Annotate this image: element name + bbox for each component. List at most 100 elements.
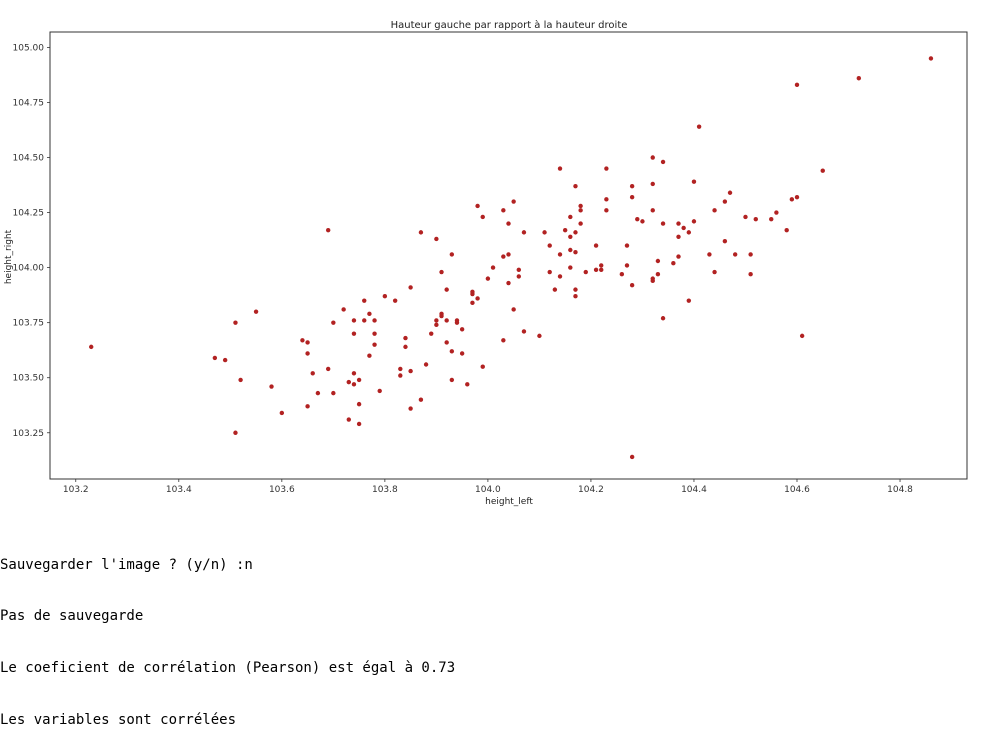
data-points: [89, 56, 934, 460]
data-point: [640, 219, 645, 224]
data-point: [485, 276, 491, 281]
data-point: [269, 384, 274, 389]
data-point: [542, 230, 547, 235]
data-point: [568, 214, 573, 220]
data-point: [516, 267, 522, 273]
data-point: [593, 243, 599, 248]
data-point: [557, 252, 563, 257]
scatter-chart: Hauteur gauche par rapport à la hauteur …: [4, 19, 968, 507]
data-point: [686, 230, 692, 235]
data-point: [624, 243, 630, 248]
x-tick-label: 103.2: [63, 485, 89, 495]
data-point: [506, 221, 511, 226]
data-point: [635, 216, 640, 222]
data-point: [604, 197, 609, 202]
x-tick-label: 103.8: [372, 485, 398, 495]
data-point: [769, 216, 774, 222]
x-axis-ticks: 103.2 103.4 103.6 103.8 104.0 104.2 104.4 104.6…: [63, 479, 913, 495]
data-point: [573, 287, 578, 292]
data-point: [604, 166, 609, 171]
y-axis-ticks: 103.25 103.50 103.75 104.00 104.25 104.50 104.…: [13, 43, 50, 439]
data-point: [573, 294, 578, 299]
data-point: [856, 76, 862, 81]
data-point: [743, 214, 748, 220]
data-point: [398, 366, 403, 372]
data-point: [434, 322, 439, 328]
x-tick-label: 104.8: [887, 485, 913, 495]
data-point: [449, 349, 455, 354]
data-point: [629, 194, 635, 200]
data-point: [660, 159, 666, 165]
data-point: [362, 318, 367, 323]
data-point: [305, 351, 310, 356]
data-point: [501, 254, 506, 259]
data-point: [671, 261, 676, 266]
data-point: [774, 210, 779, 215]
data-point: [325, 366, 331, 372]
data-point: [547, 269, 552, 275]
data-point: [573, 249, 578, 255]
data-point: [367, 311, 372, 317]
plot-area: [49, 31, 968, 480]
data-point: [305, 404, 310, 409]
data-point: [459, 327, 465, 332]
data-point: [568, 247, 573, 253]
data-point: [454, 320, 460, 325]
data-point: [681, 225, 686, 231]
data-point: [459, 351, 465, 356]
data-point: [351, 382, 357, 387]
data-point: [346, 379, 351, 385]
data-point: [748, 272, 753, 277]
data-point: [362, 298, 367, 303]
data-point: [629, 454, 635, 460]
data-point: [418, 397, 424, 402]
console-line-status: Pas de sauvegarde: [0, 608, 144, 625]
y-tick-label: 104.25: [13, 209, 45, 219]
data-point: [403, 335, 408, 341]
data-point: [557, 166, 563, 171]
data-point: [408, 406, 413, 411]
data-point: [444, 340, 449, 345]
data-point: [341, 307, 346, 312]
x-axis-label: height_left: [485, 497, 533, 507]
data-point: [351, 331, 357, 336]
data-point: [732, 252, 738, 257]
data-point: [691, 179, 697, 184]
data-point: [356, 401, 362, 407]
data-point: [712, 269, 717, 275]
data-point: [568, 265, 573, 270]
data-point: [676, 254, 681, 259]
data-point: [696, 124, 702, 129]
data-point: [444, 318, 449, 323]
data-point: [676, 234, 681, 239]
data-point: [377, 388, 382, 394]
x-tick-label: 104.2: [578, 485, 604, 495]
y-axis-label: height_right: [4, 229, 14, 284]
data-point: [346, 417, 351, 422]
data-point: [748, 252, 753, 257]
data-point: [547, 243, 552, 248]
data-point: [356, 421, 362, 427]
data-point: [351, 371, 357, 376]
data-point: [599, 263, 604, 268]
data-point: [439, 269, 444, 275]
data-point: [789, 197, 795, 202]
data-point: [305, 340, 310, 345]
data-point: [511, 307, 516, 312]
data-point: [691, 219, 697, 224]
data-point: [444, 287, 449, 292]
data-point: [506, 280, 511, 286]
x-tick-label: 104.0: [475, 485, 501, 495]
data-point: [521, 329, 527, 334]
data-point: [392, 298, 398, 303]
data-point: [475, 203, 480, 209]
data-point: [449, 252, 455, 257]
y-tick-label: 103.75: [13, 319, 45, 329]
data-point: [619, 272, 625, 277]
data-point: [629, 183, 635, 189]
data-point: [521, 230, 527, 235]
data-point: [449, 377, 455, 383]
data-point: [434, 236, 439, 242]
data-point: [439, 313, 444, 319]
data-point: [331, 390, 336, 396]
